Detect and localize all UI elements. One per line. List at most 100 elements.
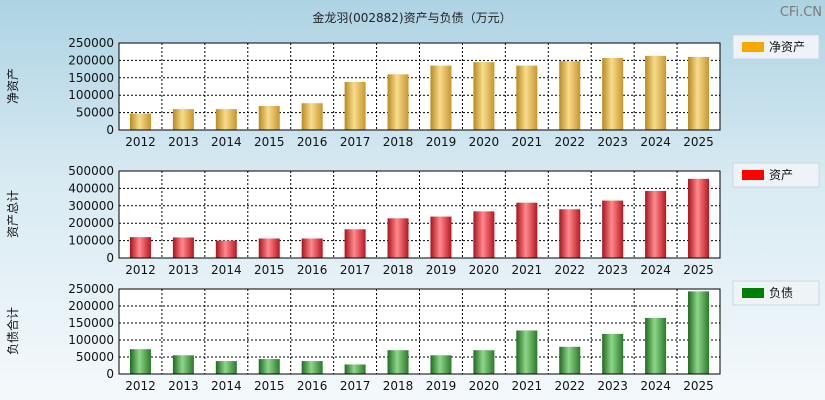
plot-border [118, 170, 721, 259]
bar-2016 [301, 103, 323, 130]
bar-2014 [215, 109, 237, 130]
bar-2017 [344, 81, 366, 130]
y-tick-label: 500000 [68, 164, 114, 178]
bar-2019 [430, 355, 452, 374]
bar-2021 [516, 202, 538, 258]
y-tick-label: 100000 [68, 234, 114, 248]
bar-2023 [602, 200, 624, 258]
x-tick-label: 2013 [168, 379, 199, 393]
chart-panel-2: 0 100000 200000 300000 400000 500000 2012 2013 2… [6, 162, 820, 277]
x-tick-label: 2015 [254, 135, 285, 149]
chart-title: 金龙羽(002882)资产与负债（万元） [312, 10, 511, 25]
x-tick-label: 2017 [340, 379, 371, 393]
bar-2018 [387, 350, 409, 374]
x-tick-label: 2024 [640, 263, 671, 277]
y-tick-label: 200000 [68, 299, 114, 313]
y-axis-label: 净资产 [6, 68, 20, 104]
x-tick-label: 2020 [469, 379, 500, 393]
bar-2023 [602, 57, 624, 130]
y-tick-label: 0 [106, 251, 114, 265]
x-tick-label: 2024 [640, 379, 671, 393]
bar-2020 [473, 350, 495, 374]
x-tick-label: 2025 [683, 135, 714, 149]
bar-2012 [129, 349, 151, 374]
bar-2018 [387, 74, 409, 130]
bar-2014 [215, 240, 237, 258]
y-tick-label: 100000 [68, 333, 114, 347]
bar-2016 [301, 361, 323, 374]
y-axis-label: 资产总计 [6, 190, 20, 238]
y-tick-label: 0 [106, 367, 114, 381]
x-tick-label: 2015 [254, 379, 285, 393]
legend-label: 净资产 [769, 40, 805, 54]
y-tick-label: 250000 [68, 282, 114, 296]
legend: 净资产 [732, 34, 820, 60]
plot-border [118, 42, 721, 131]
x-tick-label: 2021 [512, 263, 543, 277]
bar-2025 [688, 291, 710, 374]
y-tick-label: 150000 [68, 71, 114, 85]
y-tick-label: 300000 [68, 199, 114, 213]
bar-2017 [344, 364, 366, 374]
legend-label: 资产 [769, 168, 793, 182]
bar-2015 [258, 105, 280, 130]
chart-panel-3: 0 50000 100000 150000 200000 250000 2012 2013 20… [5, 280, 820, 393]
y-tick-label: 250000 [68, 36, 114, 50]
bar-2024 [645, 55, 667, 130]
bar-2013 [172, 237, 194, 258]
x-tick-label: 2016 [297, 263, 328, 277]
bar-2017 [344, 229, 366, 258]
y-tick-label: 150000 [68, 316, 114, 330]
watermark: CFi.CN [780, 5, 822, 20]
x-tick-label: 2023 [597, 379, 628, 393]
bar-2022 [559, 209, 581, 258]
x-tick-label: 2016 [297, 379, 328, 393]
bar-2016 [301, 238, 323, 258]
x-tick-label: 2025 [683, 263, 714, 277]
plot-border [118, 288, 721, 375]
x-tick-label: 2012 [125, 263, 156, 277]
legend-swatch [742, 42, 764, 52]
y-tick-label: 50000 [76, 106, 114, 120]
bar-2015 [258, 238, 280, 258]
bar-2021 [516, 65, 538, 130]
x-tick-label: 2019 [426, 263, 457, 277]
bar-2023 [602, 333, 624, 374]
x-tick-label: 2023 [597, 135, 628, 149]
x-tick-label: 2017 [340, 263, 371, 277]
x-tick-label: 2018 [383, 379, 414, 393]
y-axis-label: 负债合计 [5, 307, 20, 355]
x-tick-label: 2014 [211, 263, 242, 277]
y-tick-label: 200000 [68, 53, 114, 67]
bar-2015 [258, 359, 280, 374]
x-tick-label: 2016 [297, 135, 328, 149]
legend: 资产 [732, 162, 820, 188]
x-tick-label: 2022 [554, 379, 585, 393]
bar-2012 [129, 113, 151, 130]
x-tick-label: 2015 [254, 263, 285, 277]
x-tick-label: 2021 [512, 135, 543, 149]
y-tick-label: 0 [106, 123, 114, 137]
y-tick-label: 50000 [76, 350, 114, 364]
x-tick-label: 2013 [168, 135, 199, 149]
x-tick-label: 2018 [383, 135, 414, 149]
x-tick-label: 2019 [426, 379, 457, 393]
x-tick-label: 2018 [383, 263, 414, 277]
bar-2013 [172, 109, 194, 130]
legend-swatch [742, 170, 764, 180]
x-tick-label: 2020 [469, 263, 500, 277]
y-tick-label: 400000 [68, 181, 114, 195]
bar-2024 [645, 191, 667, 258]
x-tick-label: 2021 [512, 379, 543, 393]
x-tick-label: 2022 [554, 263, 585, 277]
legend-swatch [742, 288, 764, 298]
x-tick-label: 2020 [469, 135, 500, 149]
y-tick-label: 100000 [68, 88, 114, 102]
bar-2020 [473, 211, 495, 258]
x-tick-label: 2024 [640, 135, 671, 149]
bar-2020 [473, 62, 495, 130]
y-tick-label: 200000 [68, 216, 114, 230]
bar-2024 [645, 317, 667, 374]
chart-panel-1: 0 50000 100000 150000 200000 250000 2012 2013 20… [6, 34, 820, 149]
